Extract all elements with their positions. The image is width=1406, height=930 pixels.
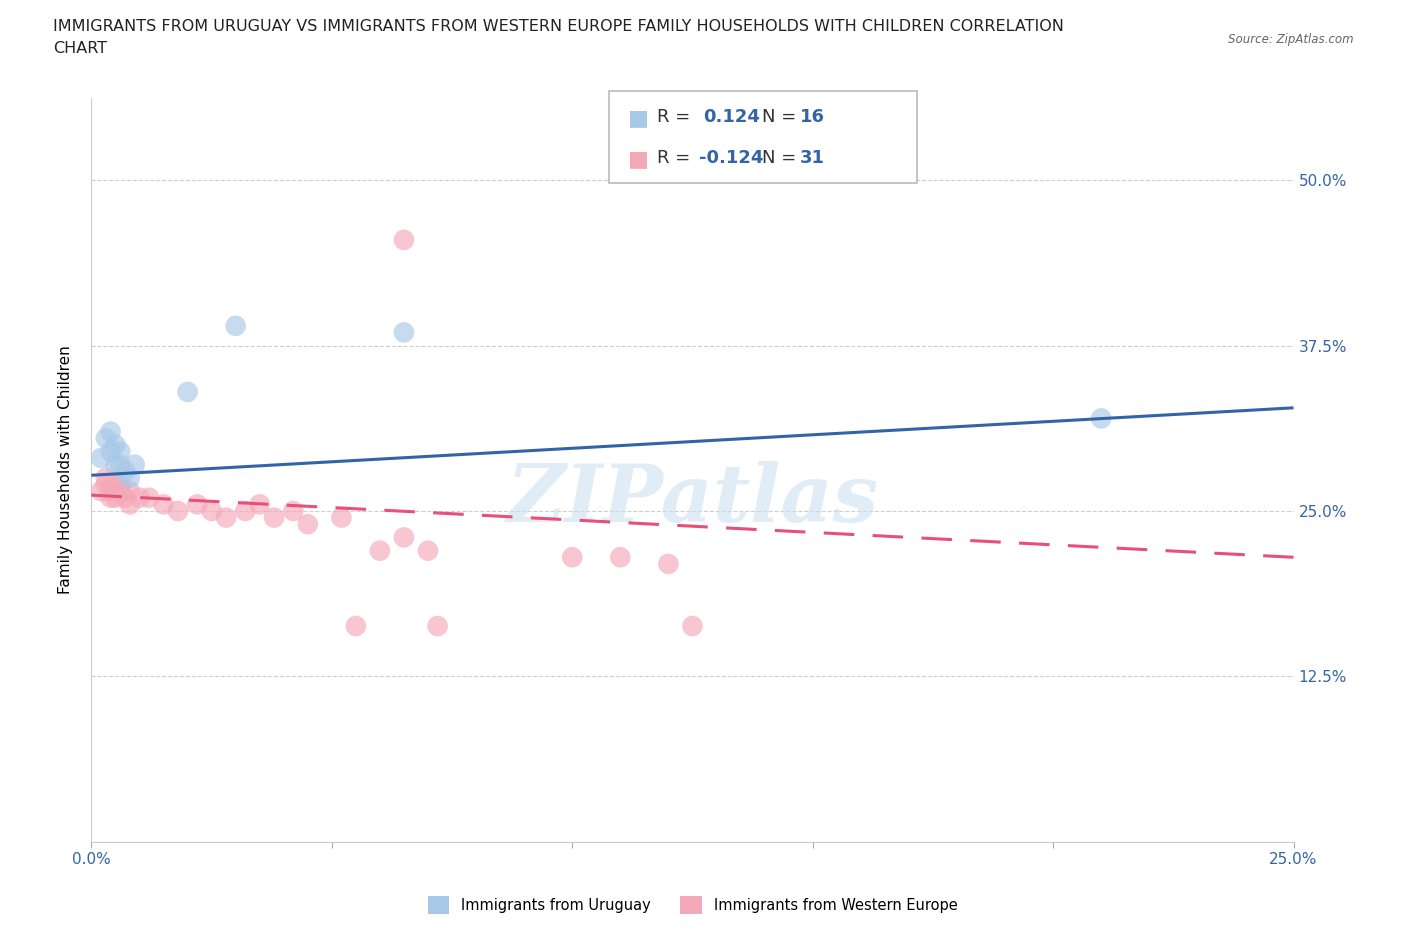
Point [114,490,136,505]
Point [104,437,127,452]
Point [104,490,127,505]
Point [128,490,150,505]
Point [426,618,449,633]
Point [1090,411,1112,426]
Point [110,458,132,472]
Point [609,550,631,565]
Point [225,318,247,333]
Point [110,484,132,498]
Point [215,511,238,525]
Point [104,477,127,492]
Point [330,511,353,525]
Point [114,464,136,479]
Point [416,543,439,558]
Point [561,550,583,565]
Legend: Immigrants from Uruguay, Immigrants from Western Europe: Immigrants from Uruguay, Immigrants from… [422,890,963,920]
Point [167,503,190,518]
Point [110,477,132,492]
Point [681,618,703,633]
Point [263,511,285,525]
Point [100,444,122,458]
Point [94,477,117,492]
Text: -0.124: -0.124 [699,149,763,166]
Point [152,497,174,512]
Point [110,444,132,458]
Text: 31: 31 [800,149,825,166]
Text: ■: ■ [628,149,650,169]
Point [368,543,391,558]
Point [201,503,224,518]
Y-axis label: Family Households with Children: Family Households with Children [58,345,73,594]
Text: N =: N = [762,149,796,166]
Point [90,451,112,466]
Point [104,458,127,472]
Point [100,490,122,505]
Point [392,325,415,339]
Text: ■: ■ [628,108,650,128]
Text: 0.124: 0.124 [703,108,759,126]
Point [138,490,160,505]
Point [94,471,117,485]
Point [283,503,305,518]
Point [90,484,112,498]
Text: CHART: CHART [53,41,107,56]
Point [176,384,198,399]
Text: N =: N = [762,108,796,126]
Point [249,497,271,512]
Point [233,503,256,518]
Point [100,484,122,498]
Point [118,471,141,485]
Point [100,424,122,439]
Point [657,556,679,571]
Point [94,431,117,445]
Point [392,530,415,545]
Point [392,232,415,247]
Point [118,484,141,498]
Text: Source: ZipAtlas.com: Source: ZipAtlas.com [1229,33,1354,46]
Point [124,458,146,472]
Point [186,497,208,512]
Text: ZIPatlas: ZIPatlas [506,460,879,538]
Point [297,517,319,532]
Point [344,618,367,633]
Text: R =: R = [657,108,690,126]
Text: IMMIGRANTS FROM URUGUAY VS IMMIGRANTS FROM WESTERN EUROPE FAMILY HOUSEHOLDS WITH: IMMIGRANTS FROM URUGUAY VS IMMIGRANTS FR… [53,19,1064,33]
Text: 16: 16 [800,108,825,126]
Text: R =: R = [657,149,690,166]
Point [118,497,141,512]
